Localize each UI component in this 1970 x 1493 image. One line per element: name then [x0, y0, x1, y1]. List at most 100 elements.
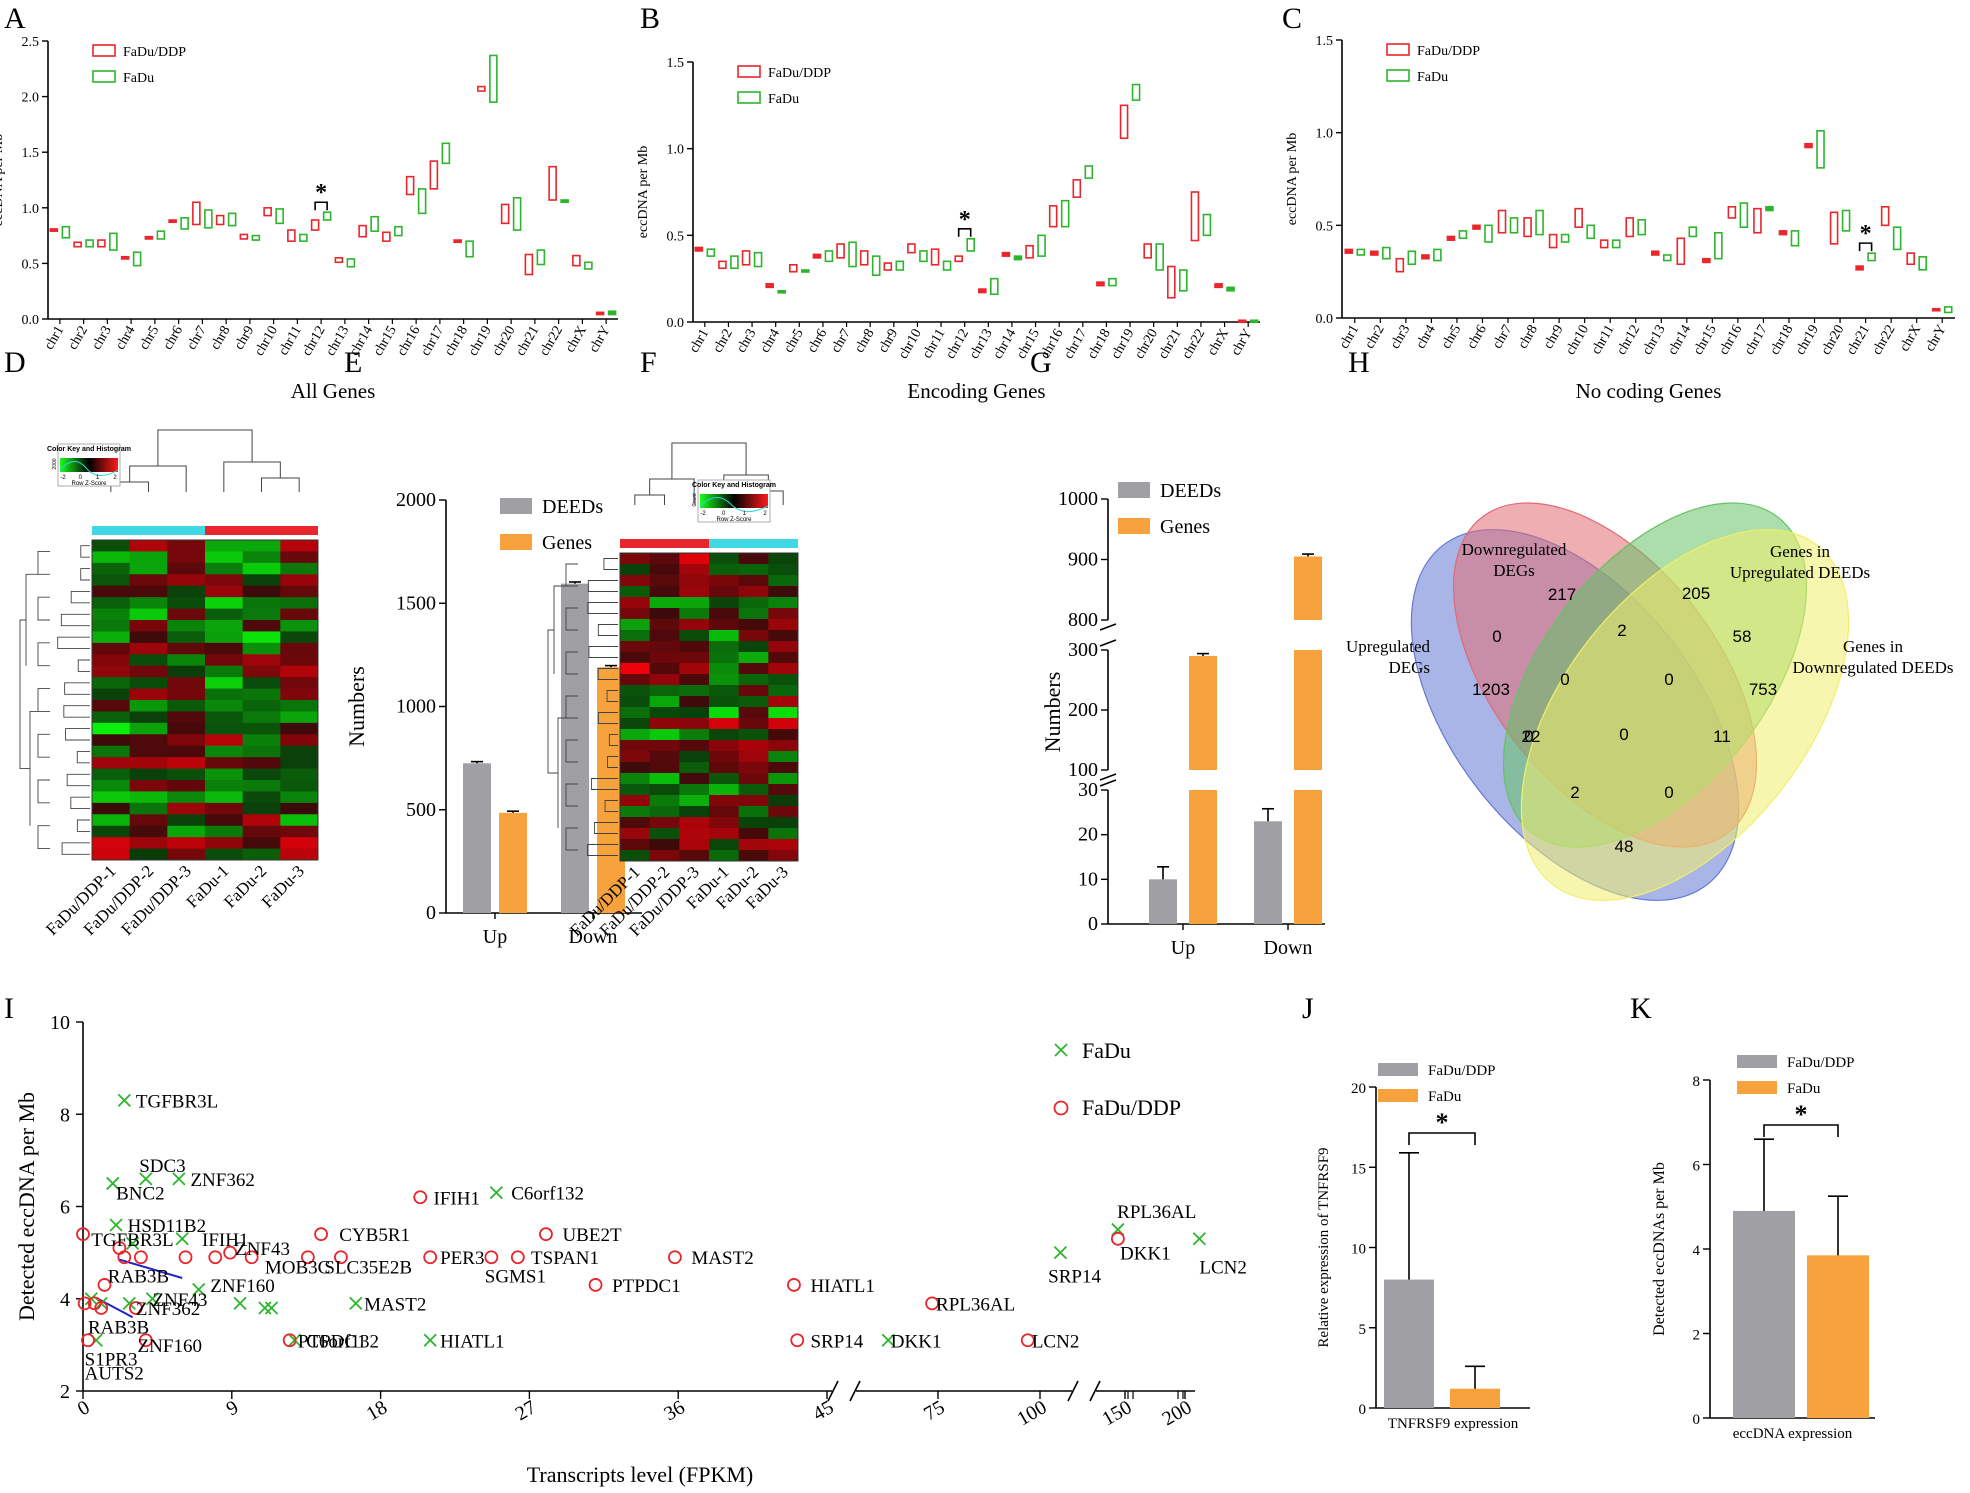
- range-bar-fadu-ddp-chr17: [1753, 207, 1762, 234]
- heatmap-cell: [738, 718, 769, 730]
- heatmap-cell: [129, 631, 168, 644]
- range-bar-fadu-ddp-chr20: [1143, 243, 1152, 259]
- y-tick-label: 1000: [396, 696, 436, 718]
- heatmap-cell: [92, 642, 131, 655]
- heatmap-cell: [280, 620, 319, 632]
- heatmap-cell: [738, 729, 769, 741]
- heatmap-cell: [205, 597, 244, 610]
- heatmap-cell: [738, 641, 769, 653]
- x-tick-label: 75: [920, 1396, 948, 1425]
- x-tick-label: chr8: [208, 324, 233, 353]
- gene-annotation: DKK1: [891, 1331, 942, 1352]
- y-tick-label: 1.0: [22, 202, 40, 217]
- range-bar-fadu-chr12: [1637, 218, 1647, 236]
- heatmap-cell: [205, 825, 244, 838]
- heatmap-cell: [242, 848, 281, 861]
- color-key-title: Color Key and Histogram: [47, 446, 131, 453]
- heatmap-cell: [205, 608, 244, 621]
- y-tick-label: 100: [1068, 759, 1098, 781]
- y-tick-label: 15: [1351, 1161, 1366, 1177]
- venn-set-label-line: Genes in: [1770, 542, 1830, 561]
- gene-annotation: PTPDC1: [298, 1331, 367, 1352]
- heatmap-cell: [129, 711, 168, 724]
- heatmap-cell: [679, 718, 710, 730]
- heatmap-cell: [709, 707, 740, 719]
- heatmap-cell: [679, 564, 710, 576]
- point-fadu-ddp: [334, 1250, 348, 1265]
- significance-star: *: [1795, 1100, 1808, 1129]
- heatmap-cell: [167, 574, 206, 587]
- heatmap-cell: [167, 585, 206, 598]
- heatmap-cell: [620, 652, 651, 664]
- x-tick-label: chr7: [1490, 323, 1515, 352]
- venn-set-label: Upregulated DEGs: [1346, 637, 1431, 677]
- heatmap-cell: [649, 707, 680, 719]
- heatmap-cell: [679, 652, 710, 664]
- panel-letter-a: A: [4, 2, 26, 35]
- heatmap-cell: [129, 745, 168, 758]
- venn-set-label-line: Downregulated: [1462, 540, 1567, 559]
- panel-letter-d: D: [4, 346, 26, 379]
- x-tick-label: chr4: [758, 327, 783, 356]
- heatmap-cell: [738, 828, 769, 840]
- x-tick-label: chr3: [734, 327, 759, 356]
- heatmap-cell: [738, 663, 769, 675]
- y-tick-label: 1.5: [667, 56, 685, 71]
- axis-break-mark: [1099, 779, 1117, 787]
- color-key-tick: 0: [79, 475, 83, 481]
- heatmap-cell: [167, 848, 206, 861]
- x-tick-label: chrX: [1205, 327, 1232, 359]
- heatmap-cell: [709, 806, 740, 818]
- gene-annotation: RAB3B: [108, 1267, 169, 1288]
- range-bar-fadu-chr19: [1131, 83, 1141, 101]
- heatmap-cell: [280, 837, 319, 850]
- panel-letter-k: K: [1630, 992, 1652, 1025]
- x-tick-label: chr8: [852, 327, 877, 356]
- heatmap-cell: [242, 722, 281, 735]
- y-tick-label: 1.5: [1316, 34, 1334, 49]
- legend-label: FaDu: [1417, 70, 1448, 85]
- heatmap-cell: [280, 814, 319, 827]
- heatmap-cell: [92, 791, 131, 804]
- heatmap-cell: [92, 597, 131, 610]
- venn-set-label: Genes in Upregulated DEEDs: [1730, 542, 1870, 582]
- y-axis-title: Detected eccDNA per Mb: [14, 1092, 39, 1321]
- legend-swatch-fadu: [1386, 69, 1410, 82]
- y-tick-label: 1000: [1058, 488, 1098, 510]
- x-tick-label: chr15: [1691, 323, 1720, 358]
- gene-annotation: CYB5R1: [339, 1225, 410, 1246]
- x-tick-label: chr3: [89, 324, 114, 353]
- heatmap-cell: [92, 654, 131, 667]
- panel-letter-i: I: [4, 992, 14, 1025]
- heatmap-cell: [129, 780, 168, 792]
- heatmap-cell: [709, 696, 740, 708]
- heatmap-cell: [738, 762, 769, 774]
- heatmap-cell: [649, 839, 680, 851]
- heatmap-cell: [205, 734, 244, 747]
- heatmap-cell: [92, 620, 131, 632]
- range-bar-fadu-chr18: [465, 240, 474, 258]
- heatmap-cell: [242, 540, 281, 552]
- venn-region-count: 753: [1749, 680, 1777, 699]
- x-tick-label: chr22: [537, 324, 566, 359]
- x-tick-label: chr4: [1413, 323, 1438, 352]
- heatmap-cell: [205, 768, 244, 781]
- color-key-count: 2000: [52, 458, 58, 469]
- range-bar-fadu-chr17: [441, 142, 451, 165]
- x-tick-label: chr21: [513, 324, 542, 359]
- heatmap-cell: [205, 722, 244, 735]
- significance-bracket: [1858, 242, 1873, 252]
- heatmap-cell: [649, 608, 680, 620]
- range-bar-fadu-ddp-chr11: [930, 248, 940, 266]
- heatmap-cell: [92, 700, 131, 712]
- venn-region-count: 1203: [1472, 680, 1510, 699]
- legend-label: FaDu: [1082, 1038, 1131, 1063]
- x-tick-label: 27: [512, 1396, 540, 1425]
- y-tick-label: 10: [1351, 1242, 1366, 1258]
- y-tick-label: 800: [1068, 609, 1098, 631]
- range-bar-fadu-ddp-chrY: [595, 311, 605, 316]
- panel-letter-e: E: [344, 346, 362, 379]
- range-bar-fadu-ddp-chr22: [548, 165, 557, 201]
- heatmap-cell: [205, 677, 244, 690]
- x-tick-label: chr7: [184, 324, 209, 353]
